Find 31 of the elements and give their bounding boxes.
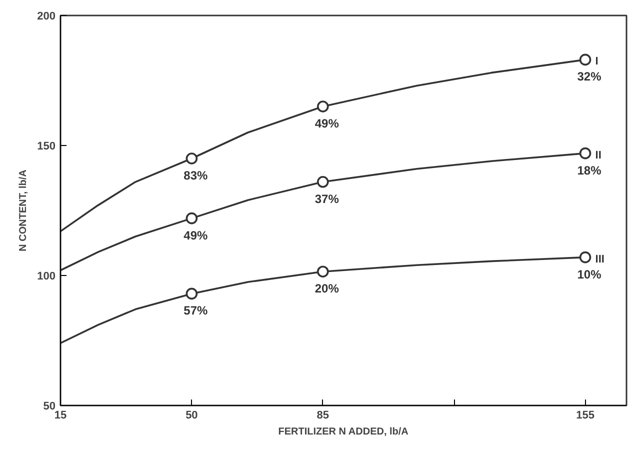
point	[186, 288, 198, 300]
x-tick-label: 155	[576, 410, 594, 422]
y-axis-title: N CONTENT, lb/A	[18, 170, 30, 252]
annotation: 83%	[184, 168, 208, 182]
point	[579, 147, 592, 160]
point	[579, 54, 592, 66]
y-tick-label: 50	[43, 400, 56, 412]
annotation: 32%	[577, 70, 602, 84]
x-tick-label: 50	[186, 410, 198, 422]
point	[579, 251, 592, 264]
series-label: II	[595, 149, 602, 162]
x-axis-title: FERTILIZER N ADDED, lb/A	[278, 426, 408, 438]
y-tick-label: 100	[37, 270, 56, 282]
y-tick-label: 150	[37, 140, 56, 152]
series-label: I	[595, 56, 598, 68]
y-tick-label: 200	[37, 10, 56, 22]
point	[316, 176, 329, 188]
annotation: 57%	[184, 304, 208, 318]
x-tick-label: 85	[316, 410, 330, 422]
annotation: 49%	[314, 116, 340, 130]
annotation: 37%	[314, 192, 340, 206]
series-label: III	[595, 253, 604, 266]
annotation: 10%	[577, 267, 602, 282]
point	[186, 212, 198, 224]
point	[186, 152, 198, 164]
annotation: 20%	[314, 282, 340, 296]
x-tick-label: 15	[54, 410, 67, 422]
annotation: 18%	[577, 163, 602, 178]
point	[316, 266, 329, 278]
annotation: 49%	[184, 228, 208, 242]
point	[316, 100, 329, 112]
